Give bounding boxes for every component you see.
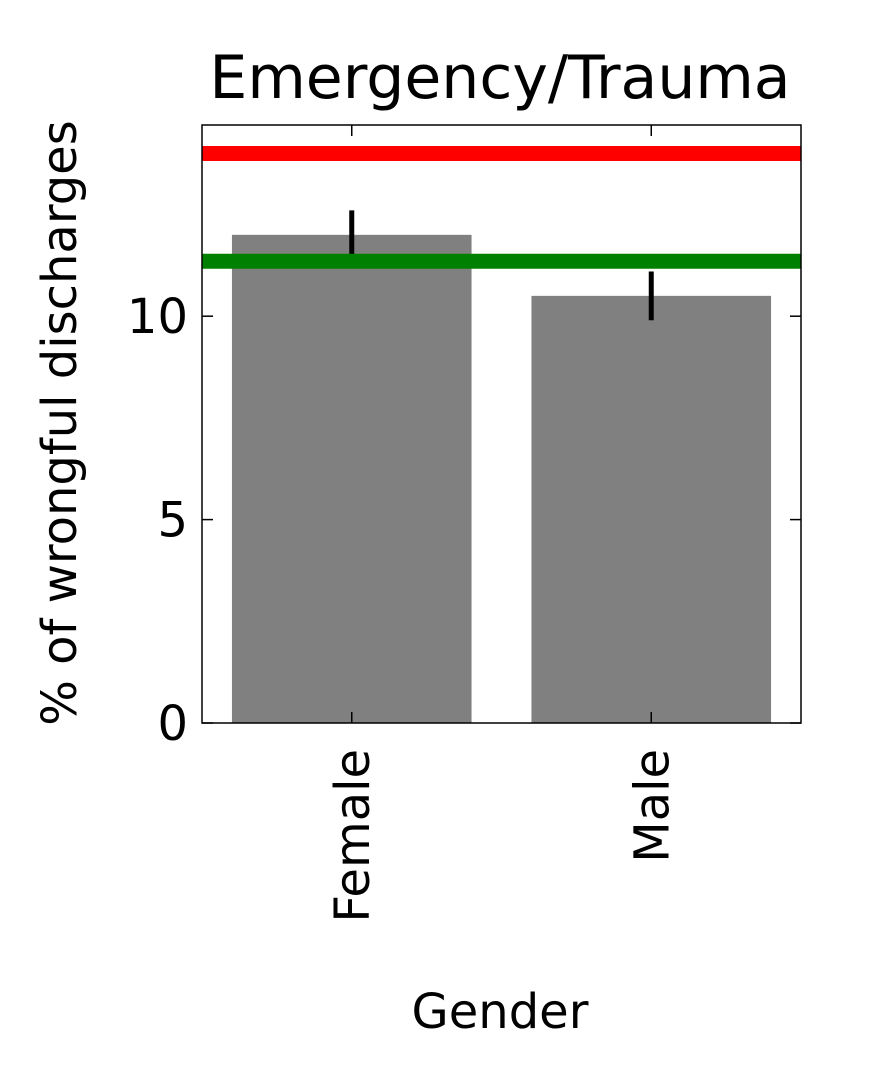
y-tick-label: 0 — [157, 696, 188, 752]
x-tick-label-female: Female — [325, 749, 381, 923]
bar-male — [531, 295, 772, 723]
y-axis-label: % of wrongful discharges — [32, 120, 88, 725]
x-axis-label: Gender — [412, 984, 589, 1040]
y-tick-label: 5 — [157, 493, 188, 549]
plot-frame — [201, 124, 802, 724]
bar-female — [231, 234, 472, 723]
y-tick-label: 10 — [127, 289, 188, 345]
chart-title: Emergency/Trauma — [209, 43, 790, 113]
x-tick-label-male: Male — [624, 749, 680, 863]
plot-area: 0 5 10 Female Male — [127, 124, 802, 923]
